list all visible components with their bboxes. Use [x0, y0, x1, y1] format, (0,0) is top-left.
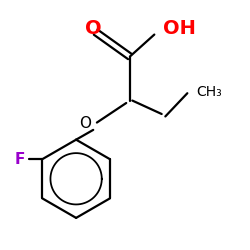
Text: O: O: [79, 116, 91, 131]
Text: O: O: [85, 19, 102, 38]
Text: F: F: [15, 152, 26, 167]
Text: CH₃: CH₃: [196, 85, 222, 99]
Text: OH: OH: [163, 19, 196, 38]
